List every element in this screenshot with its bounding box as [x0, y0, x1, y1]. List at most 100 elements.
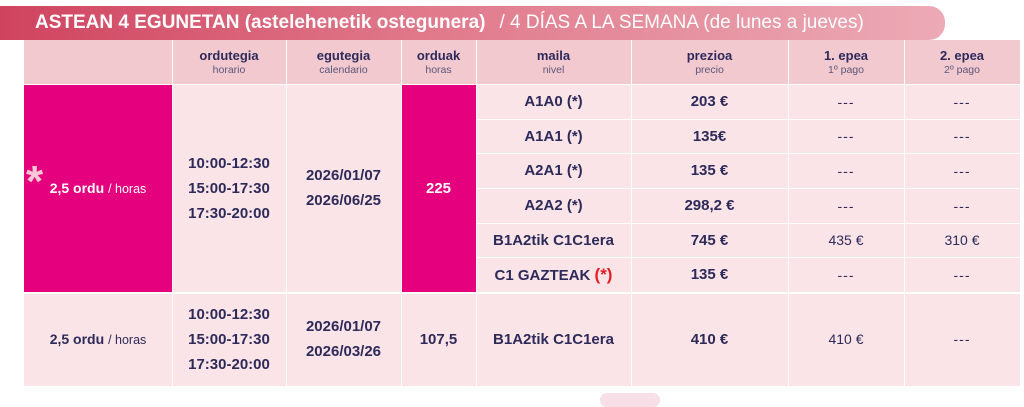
level-mark: (*) [566, 127, 583, 145]
table-row-pay1: --- [788, 257, 904, 292]
level-name: B1A2tik C1C1era [493, 330, 614, 348]
header-label: prezioa [686, 48, 733, 63]
date: 2026/03/26 [305, 343, 382, 360]
table-row-pay2: --- [904, 188, 1020, 223]
table-row-pay1: --- [788, 119, 904, 153]
level-name: C1 GAZTEAK [494, 266, 591, 284]
header-level: maila nivel [476, 40, 631, 84]
table-row-pay2: --- [904, 119, 1020, 153]
pay1-value: --- [837, 162, 855, 179]
divider [904, 40, 905, 386]
table-row-level: A1A1 (*) [476, 119, 631, 153]
header-empty [24, 40, 172, 84]
title-banner: ASTEAN 4 EGUNETAN (astelehenetik ostegun… [0, 6, 945, 40]
divider [172, 40, 173, 386]
divider [631, 40, 632, 386]
pay2-value: --- [953, 266, 971, 283]
asterisk-decoration: * [26, 157, 44, 206]
header-second-payment: 2. epea 2º pago [904, 40, 1020, 84]
table-row-level: B1A2tik C1C1era [476, 223, 631, 257]
table-row-price: 135€ [631, 119, 788, 153]
divider [24, 292, 1020, 294]
pay1-value: 410 € [828, 331, 864, 347]
group2-level: B1A2tik C1C1era [476, 292, 631, 386]
level-mark: (*) [566, 162, 583, 179]
date: 2026/01/07 [305, 167, 382, 184]
header-sublabel: horario [212, 64, 246, 76]
price-value: 298,2 € [684, 197, 735, 214]
time-slot: 10:00-12:30 [188, 305, 270, 323]
table-row-level: A2A2 (*) [476, 188, 631, 223]
level-name: A2A1 [524, 162, 563, 179]
group2-times: 10:00-12:30 15:00-17:30 17:30-20:00 [172, 292, 286, 386]
header-sublabel: horas [425, 64, 452, 76]
group2-price: 410 € [631, 292, 788, 386]
pay1-value: --- [837, 197, 855, 214]
duration-bold: 2,5 ordu [49, 331, 105, 347]
level-mark: (*) [566, 197, 583, 214]
price-value: 135 € [690, 162, 729, 179]
level-mark: (*) [566, 93, 583, 110]
divider [401, 40, 402, 386]
pay2-value: --- [953, 197, 971, 214]
pay2-value: --- [953, 331, 971, 347]
divider [286, 40, 287, 386]
header-sublabel: nivel [542, 64, 565, 76]
level-name: A2A2 [524, 197, 563, 214]
schedule-table: ordutegia horario egutegia calendario or… [24, 40, 1020, 386]
group2-duration: 2,5 ordu / horas [24, 292, 172, 386]
header-calendar: egutegia calendario [286, 40, 401, 84]
header-sublabel: 2º pago [944, 64, 980, 76]
group2-hours: 107,5 [401, 292, 476, 386]
divider [476, 153, 1020, 154]
divider [476, 40, 477, 386]
table-row-level: A1A0 (*) [476, 84, 631, 119]
level-name: A1A0 [524, 93, 563, 110]
level-name: B1A2tik C1C1era [493, 231, 614, 249]
group2-pay2: --- [904, 292, 1020, 386]
group1-times: 10:00-12:30 15:00-17:30 17:30-20:00 [172, 84, 286, 292]
pay2-value: --- [953, 162, 971, 179]
duration-bold: 2,5 ordu [49, 180, 105, 196]
date: 2026/01/07 [305, 318, 382, 335]
group2-dates: 2026/01/07 2026/03/26 [286, 292, 401, 386]
banner-title-rest: / 4 DÍAS A LA SEMANA (de lunes a jueves) [499, 12, 864, 33]
pay1-value: 435 € [828, 232, 864, 248]
time-slot: 17:30-20:00 [188, 355, 270, 373]
table-row-level: A2A1 (*) [476, 153, 631, 188]
table-row-pay2: 310 € [904, 223, 1020, 257]
table-row-pay2: --- [904, 257, 1020, 292]
divider [24, 84, 1020, 85]
price-value: 135€ [692, 127, 727, 145]
divider [476, 223, 1020, 224]
header-sublabel: calendario [319, 64, 368, 76]
header-label: ordutegia [199, 48, 259, 63]
duration-rest: / horas [108, 333, 147, 347]
header-hours: orduak horas [401, 40, 476, 84]
header-label: 1. epea [823, 48, 869, 63]
header-first-payment: 1. epea 1º pago [788, 40, 904, 84]
pay2-value: --- [953, 93, 971, 110]
hours-value: 107,5 [419, 330, 458, 348]
level-mark-red: (*) [594, 264, 613, 284]
price-value: 135 € [690, 266, 729, 283]
table-row-pay2: --- [904, 84, 1020, 119]
table-row-pay1: --- [788, 84, 904, 119]
divider [476, 257, 1020, 258]
hours-value: 225 [425, 179, 452, 197]
table-row-pay1: --- [788, 188, 904, 223]
date: 2026/06/25 [305, 192, 382, 209]
header-label: 2. epea [939, 48, 985, 63]
table-row-pay1: --- [788, 153, 904, 188]
group1-hours: 225 [401, 84, 476, 292]
divider [476, 119, 1020, 120]
table-row-price: 745 € [631, 223, 788, 257]
divider [476, 188, 1020, 189]
header-price: prezioa precio [631, 40, 788, 84]
time-slot: 10:00-12:30 [188, 154, 270, 172]
pay1-value: --- [837, 266, 855, 283]
duration-rest: / horas [108, 182, 147, 196]
pay2-value: --- [953, 128, 971, 144]
header-label: orduak [416, 48, 461, 63]
table-row-price: 203 € [631, 84, 788, 119]
